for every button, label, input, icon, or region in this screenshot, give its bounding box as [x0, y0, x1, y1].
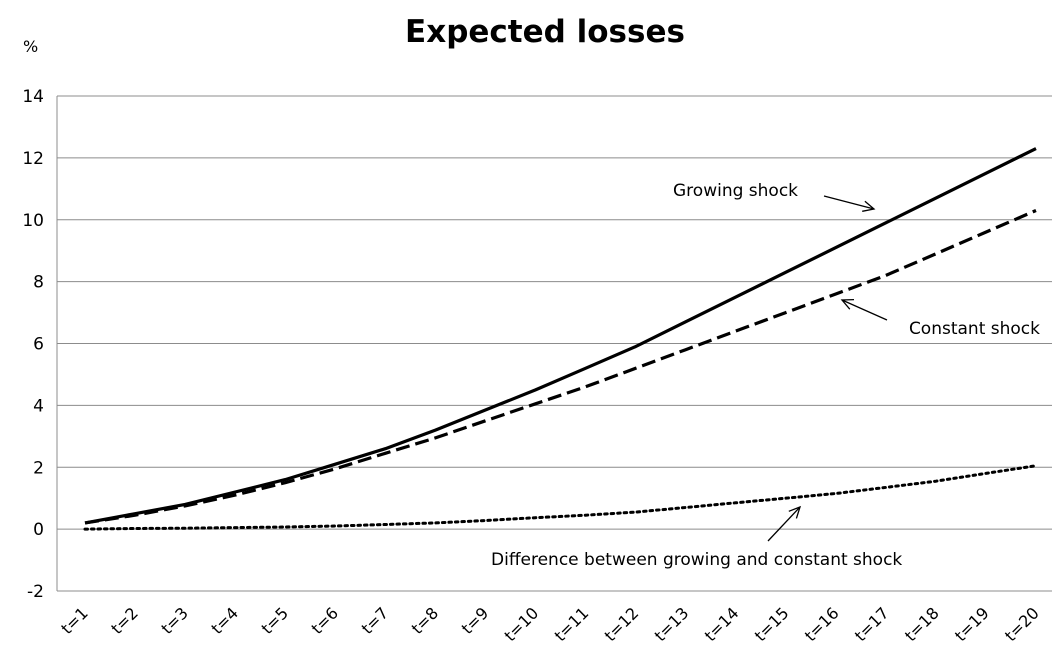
- x-tick-label: t=5: [257, 603, 292, 638]
- x-tick-label: t=4: [207, 603, 242, 638]
- y-tick-label: 8: [33, 273, 44, 293]
- y-tick-label: 2: [33, 458, 44, 478]
- x-tick-label: t=9: [458, 603, 493, 638]
- x-tick-label: t=20: [1001, 603, 1043, 645]
- y-axis-unit-label: %: [23, 37, 38, 56]
- x-tick-label: t=13: [651, 603, 693, 645]
- annotation-label: Difference between growing and constant …: [491, 550, 902, 570]
- y-tick-label: 14: [22, 87, 44, 107]
- x-tick-label: t=7: [358, 603, 393, 638]
- annotations: Growing shock Constant shock Difference be…: [491, 181, 1040, 570]
- x-tick-label: t=6: [308, 603, 343, 638]
- x-tick-label: t=19: [951, 603, 993, 645]
- x-axis-ticks: t=1 t=2 t=3 t=4 t=5 t=6 t=7 t=8 t=9 t=10 t=11 t=12 t…: [57, 603, 1043, 645]
- x-tick-label: t=11: [551, 603, 593, 645]
- y-tick-label: 0: [33, 520, 44, 540]
- x-tick-label: t=16: [801, 603, 843, 645]
- x-tick-label: t=17: [851, 603, 893, 645]
- x-tick-label: t=2: [107, 603, 142, 638]
- x-tick-label: t=12: [601, 603, 643, 645]
- x-tick-label: t=15: [751, 603, 793, 645]
- y-tick-label: 12: [22, 149, 44, 169]
- x-tick-label: t=18: [901, 603, 943, 645]
- y-tick-label: 4: [33, 396, 44, 416]
- y-axis-ticks: -2 0 2 4 6 8 10 12 14: [22, 87, 44, 602]
- x-tick-label: t=1: [57, 603, 92, 638]
- series-lines: [83, 147, 1038, 531]
- y-tick-label: 10: [22, 211, 44, 231]
- annotation-arrow-head: [788, 505, 802, 519]
- x-tick-label: t=8: [408, 603, 443, 638]
- x-tick-label: t=14: [701, 603, 743, 645]
- series-line-solid: [84, 147, 1037, 525]
- annotation-label: Constant shock: [909, 319, 1040, 339]
- chart-title: Expected losses: [405, 14, 685, 50]
- y-tick-label: 6: [33, 335, 44, 355]
- x-tick-label: t=10: [501, 603, 543, 645]
- annotation-label: Growing shock: [673, 181, 798, 201]
- x-tick-label: t=3: [157, 603, 192, 638]
- annotation-arrow-shaft: [841, 299, 888, 321]
- annotation-arrow-head: [862, 200, 876, 212]
- y-tick-label: -2: [27, 582, 44, 602]
- series-line-dashed: [84, 209, 1037, 525]
- annotation-arrow-head: [840, 298, 855, 310]
- series-line-dotted: [83, 464, 1038, 531]
- annotation-arrow-shaft: [823, 195, 875, 210]
- annotation-arrow-shaft: [767, 506, 801, 542]
